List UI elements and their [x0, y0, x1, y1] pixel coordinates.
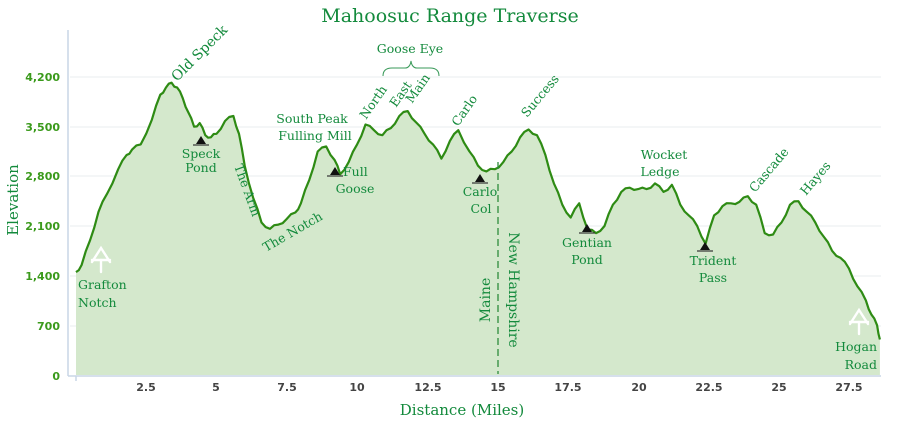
- appalachian-trail-icon: [848, 307, 870, 336]
- campsite-full-goose: Full Goose: [327, 164, 374, 196]
- label-ledge: Ledge: [640, 164, 679, 179]
- label-pond: Pond: [185, 160, 216, 175]
- label-maine: Maine: [478, 278, 494, 322]
- label-south-peak: South Peak: [276, 111, 348, 126]
- y-tick: 0: [52, 370, 60, 383]
- x-tick: 20: [631, 381, 647, 394]
- x-axis-title: Distance (Miles): [400, 401, 524, 419]
- campsite-trident-pass: Trident Pass: [690, 242, 737, 285]
- y-tick-labels: 0 700 1,400 2,100 2,800 3,500 4,200: [25, 71, 60, 383]
- label-wocket: Wocket: [641, 147, 688, 162]
- y-tick: 2,800: [25, 170, 60, 183]
- x-tick: 17.5: [554, 381, 581, 394]
- label-gentian-pond: Pond: [571, 252, 602, 267]
- y-tick: 3,500: [25, 121, 60, 134]
- tent-icon: [475, 174, 485, 182]
- y-tick: 4,200: [25, 71, 60, 84]
- tent-icon: [700, 242, 710, 250]
- appalachian-trail-icon: [90, 245, 112, 274]
- x-tick: 12.5: [414, 381, 441, 394]
- goose-eye-bracket: [382, 60, 440, 77]
- label-grafton: Grafton: [78, 277, 127, 292]
- label-new-hampshire: New Hampshire: [505, 232, 521, 347]
- label-cascade: Cascade: [746, 144, 792, 194]
- label-north: North: [356, 82, 390, 121]
- campsite-speck-pond: Speck Pond: [182, 136, 221, 175]
- x-tick: 25: [771, 381, 786, 394]
- label-success: Success: [518, 71, 562, 120]
- tent-icon: [330, 167, 340, 175]
- x-tick-labels: 2.5 5 7.5 10 12.5 15 17.5 20 22.5 25 27.…: [75, 376, 863, 394]
- x-tick: 15: [490, 381, 505, 394]
- y-tick: 2,100: [25, 220, 60, 233]
- tent-icon: [196, 136, 206, 144]
- label-notch: Notch: [78, 295, 117, 310]
- x-tick: 10: [349, 381, 365, 394]
- label-fulling-mill: Fulling Mill: [278, 128, 352, 143]
- label-speck: Speck: [182, 146, 221, 161]
- elevation-area: [76, 82, 880, 375]
- label-carlo-col-1: Carlo: [463, 184, 498, 199]
- chart-title: Mahoosuc Range Traverse: [321, 5, 578, 27]
- elevation-line: [75, 81, 881, 340]
- x-tick: 2.5: [136, 381, 156, 394]
- y-tick: 700: [37, 320, 60, 333]
- trailhead-grafton-notch: Grafton Notch: [78, 245, 127, 310]
- label-carlo: Carlo: [448, 92, 480, 129]
- label-road: Road: [845, 357, 877, 372]
- label-goose-eye: Goose Eye: [377, 41, 443, 56]
- campsite-carlo-col: Carlo Col: [463, 174, 498, 216]
- x-tick: 7.5: [277, 381, 297, 394]
- label-gentian: Gentian: [562, 235, 612, 250]
- label-hayes: Hayes: [797, 158, 834, 198]
- label-carlo-col-2: Col: [470, 201, 491, 216]
- x-tick: 22.5: [695, 381, 722, 394]
- label-goose: Goose: [336, 181, 375, 196]
- label-trident: Trident: [690, 253, 737, 268]
- y-axis-title: Elevation: [4, 164, 22, 236]
- label-hogan: Hogan: [835, 339, 877, 354]
- tent-icon: [582, 224, 592, 232]
- y-tick: 1,400: [25, 270, 60, 283]
- x-tick: 27.5: [835, 381, 862, 394]
- label-pass: Pass: [699, 270, 727, 285]
- campsite-gentian-pond: Gentian Pond: [562, 224, 612, 267]
- label-old-speck: Old Speck: [169, 22, 232, 85]
- label-full: Full: [343, 164, 368, 179]
- trailhead-hogan-road: Hogan Road: [835, 307, 877, 372]
- x-tick: 5: [212, 381, 220, 394]
